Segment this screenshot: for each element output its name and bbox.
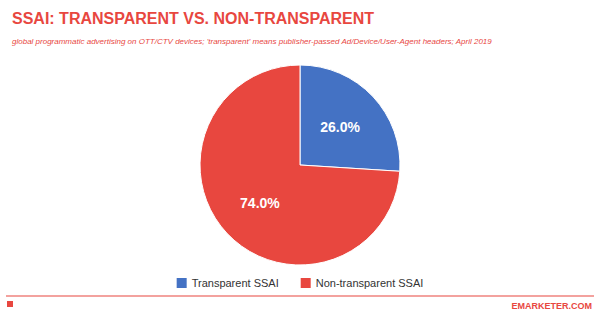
data-label: 74.0% xyxy=(240,195,280,211)
footer-square xyxy=(7,301,13,307)
legend-label: Transparent SSAI xyxy=(192,277,279,289)
legend-item: Non-transparent SSAI xyxy=(301,277,424,289)
footer-rule xyxy=(6,295,594,296)
watermark: EMARKETER.COM xyxy=(512,301,593,311)
data-label: 26.0% xyxy=(320,119,360,135)
legend-label: Non-transparent SSAI xyxy=(316,277,424,289)
title: SSAI: TRANSPARENT VS. NON-TRANSPARENT xyxy=(12,10,374,27)
chart-svg: SSAI: TRANSPARENT VS. NON-TRANSPARENT glo… xyxy=(0,0,600,314)
pie xyxy=(200,65,400,265)
legend-swatch xyxy=(301,278,311,288)
legend-swatch xyxy=(177,278,187,288)
pie-slice xyxy=(300,65,400,171)
subtitle: global programmatic advertising on OTT/C… xyxy=(12,37,492,46)
legend-item: Transparent SSAI xyxy=(177,277,279,289)
pie-slice xyxy=(200,65,400,265)
data-labels: 26.0% 74.0% xyxy=(240,119,360,210)
legend: Transparent SSAI Non-transparent SSAI xyxy=(177,277,424,289)
